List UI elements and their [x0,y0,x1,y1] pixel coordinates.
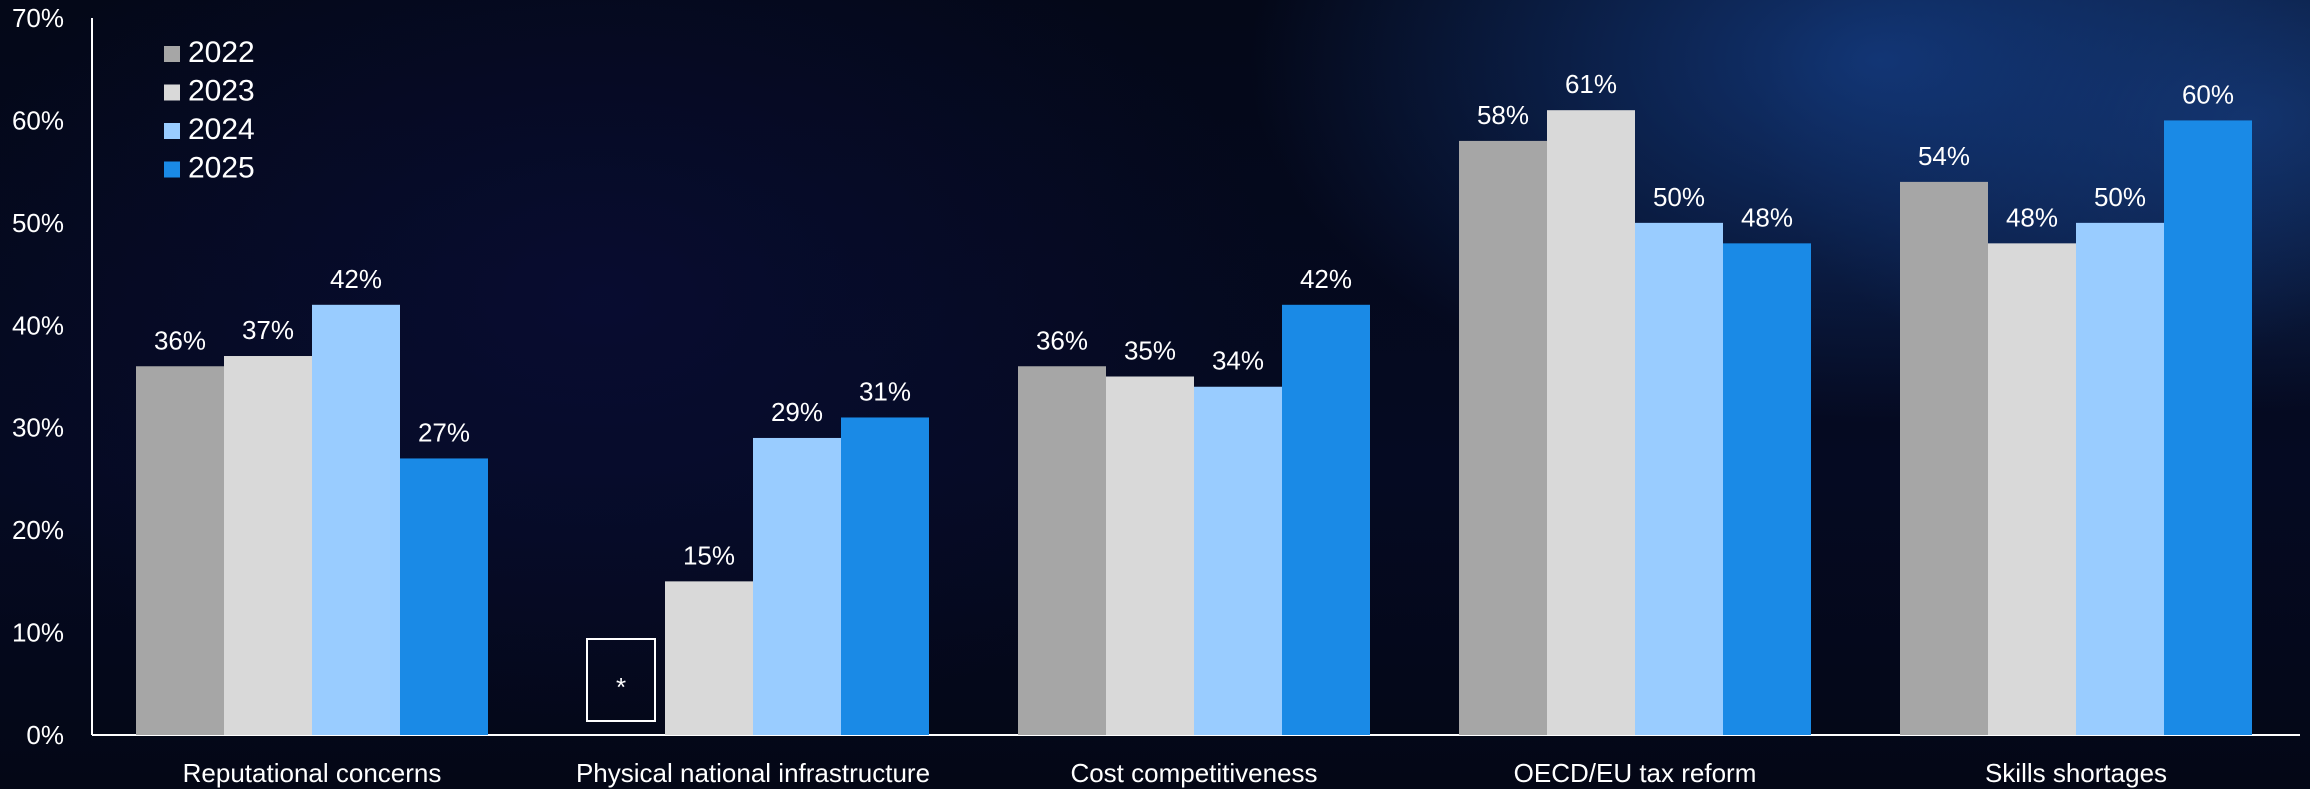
data-label: 48% [2006,202,2058,232]
bar-2023-4 [1988,243,2076,736]
y-tick-label: 10% [12,618,64,648]
legend-swatch-2025 [164,161,180,178]
bars [136,110,2252,736]
bar-2023-0 [224,356,312,735]
bar-2024-3 [1635,222,1723,735]
y-tick-label: 40% [12,310,64,340]
data-label: 31% [859,376,911,406]
bar-2025-3 [1723,243,1811,736]
bar-2024-4 [2076,222,2164,735]
legend-label: 2023 [188,75,255,108]
category-label: Reputational concerns [183,758,442,788]
y-tick-label: 70% [12,3,64,33]
legend-swatch-2022 [164,46,180,62]
data-label: 42% [330,264,382,294]
legend-swatch-2024 [164,123,180,139]
data-label: 36% [154,325,206,355]
data-label: 60% [2182,79,2234,109]
y-tick-label: 30% [12,413,64,443]
bar-2022-4 [1900,181,1988,735]
bar-2024-1 [753,437,841,735]
data-labels: 36% * 36% 58% 54% 37% 15% 35% 61% 48% 42% 29% 34% 50%… [154,69,2234,702]
legend-swatch-2023 [164,84,180,101]
data-label: 54% [1918,141,1970,171]
bar-2022-3 [1459,140,1547,735]
y-tick-label: 20% [12,515,64,545]
data-label: 42% [1300,264,1352,294]
y-tick-label: 50% [12,208,64,238]
data-label: 29% [771,397,823,427]
data-label: 61% [1565,69,1617,99]
not-available-marker [586,638,656,722]
bar-2022-0 [136,366,224,735]
data-label: 34% [1212,346,1264,376]
category-labels: Reputational concerns Physical national i… [183,758,2167,788]
legend-label: 2025 [188,152,255,185]
data-label: 48% [1741,202,1793,232]
legend: 2022 2023 2024 2025 [164,36,255,185]
category-label: OECD/EU tax reform [1514,758,1757,788]
category-label: Physical national infrastructure [576,758,930,788]
legend-label: 2024 [188,113,255,146]
y-tick-label: 60% [12,105,64,135]
not-available-symbol: * [616,672,626,702]
bar-2025-4 [2164,120,2252,735]
data-label: 50% [1653,182,1705,212]
bar-2025-2 [1282,304,1370,735]
bar-2023-2 [1106,376,1194,735]
data-label: 37% [242,315,294,345]
bar-2025-1 [841,417,929,735]
bar-2025-0 [400,458,488,735]
category-label: Cost competitiveness [1070,758,1317,788]
bar-2023-1 [665,581,753,735]
y-tick-label: 0% [26,720,64,750]
data-label: 35% [1124,336,1176,366]
bar-2024-0 [312,304,400,735]
bar-2022-2 [1018,366,1106,735]
category-label: Skills shortages [1985,758,2167,788]
data-label: 15% [683,540,735,570]
legend-label: 2022 [188,36,255,69]
data-label: 58% [1477,100,1529,130]
data-label: 50% [2094,182,2146,212]
data-label: 36% [1036,325,1088,355]
bar-2024-2 [1194,386,1282,735]
bar-2023-3 [1547,110,1635,735]
data-label: 27% [418,417,470,447]
